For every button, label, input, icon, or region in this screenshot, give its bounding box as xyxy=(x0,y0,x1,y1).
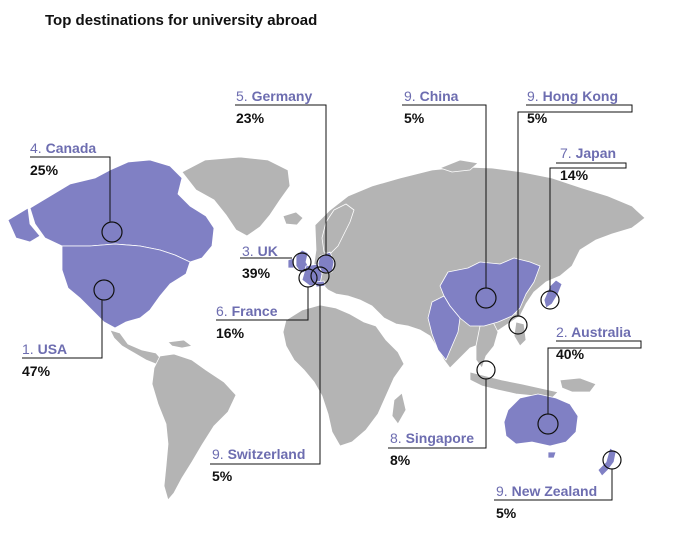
country-switzerland xyxy=(315,280,326,288)
leader-hong-kong xyxy=(517,104,633,316)
label-france: 6. France 16% xyxy=(216,303,278,341)
label-usa: 1. USA 47% xyxy=(22,341,68,379)
label-singapore: 8. Singapore 8% xyxy=(390,430,475,468)
arctic-islands-asia xyxy=(439,159,479,173)
label-australia: 2. Australia 40% xyxy=(556,324,631,362)
leader-lines xyxy=(22,104,642,501)
madagascar xyxy=(391,392,407,425)
mexico-central-america xyxy=(109,329,163,365)
leader-france xyxy=(216,287,309,321)
country-tasmania xyxy=(547,451,557,459)
country-usa xyxy=(61,243,191,329)
label-hong-kong: 9. Hong Kong 5% xyxy=(527,88,618,126)
label-switzerland: 9. Switzerland 5% xyxy=(212,446,306,484)
leader-switzerland xyxy=(210,285,321,465)
caribbean xyxy=(167,339,193,349)
iceland xyxy=(282,211,304,226)
label-germany: 5. Germany 23% xyxy=(236,88,313,126)
leader-japan xyxy=(549,162,627,291)
country-japan xyxy=(543,279,563,309)
highlighted-countries xyxy=(7,159,617,477)
country-alaska xyxy=(7,207,41,243)
country-india xyxy=(427,295,461,361)
leader-china xyxy=(402,104,487,288)
leader-canada xyxy=(30,156,111,222)
africa xyxy=(282,304,405,447)
indochina xyxy=(475,319,499,369)
greenland xyxy=(181,156,291,237)
leader-germany xyxy=(235,104,327,255)
leader-new-zealand xyxy=(494,469,613,501)
country-ireland xyxy=(287,257,295,269)
marker-canada xyxy=(101,221,123,243)
leader-singapore xyxy=(388,379,487,449)
label-canada: 4. Canada 25% xyxy=(30,140,97,178)
country-australia xyxy=(503,393,579,447)
label-japan: 7. Japan 14% xyxy=(560,145,617,183)
label-uk: 3. UK 39% xyxy=(242,243,278,281)
new-guinea xyxy=(559,377,597,393)
label-china: 9. China 5% xyxy=(404,88,459,126)
label-new-zealand: 9. New Zealand 5% xyxy=(496,483,598,521)
marker-usa xyxy=(93,279,115,301)
country-new-zealand xyxy=(597,447,617,477)
map-title: Top destinations for university abroad xyxy=(45,12,318,29)
leader-usa xyxy=(22,300,103,359)
south-america xyxy=(151,353,237,501)
leader-australia xyxy=(547,340,642,414)
indonesia xyxy=(469,371,559,399)
